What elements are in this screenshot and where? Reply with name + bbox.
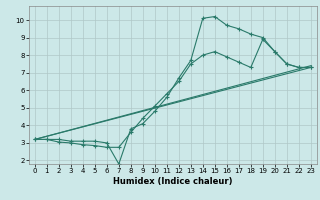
X-axis label: Humidex (Indice chaleur): Humidex (Indice chaleur) [113,177,233,186]
